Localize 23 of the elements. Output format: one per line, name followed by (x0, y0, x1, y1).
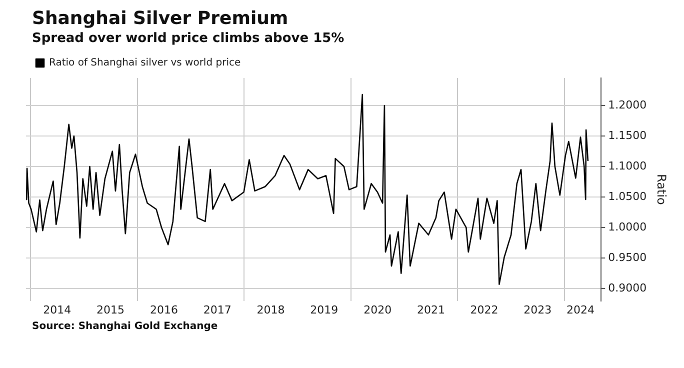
x-tick-label: 2024 (566, 303, 594, 316)
y-tick-label: 1.0000 (608, 220, 647, 234)
x-tick-label: 2019 (310, 303, 338, 316)
x-tick-label: 2022 (470, 303, 498, 316)
x-tick-label: 2018 (256, 303, 285, 316)
x-tick-label: 2020 (364, 303, 392, 316)
y-tick-label: 1.0500 (608, 190, 647, 203)
source-note: Source: Shanghai Gold Exchange (31, 320, 219, 334)
y-tick-label: 1.1000 (608, 159, 647, 172)
x-tick-label: 2016 (150, 303, 178, 316)
y-tick-label: 1.2000 (608, 98, 647, 112)
y-tick-label: 1.1500 (608, 128, 647, 142)
x-tick-label: 2015 (96, 303, 124, 316)
y-tick-label: 0.9500 (608, 250, 647, 264)
chart-title: Shanghai Silver Premium (31, 8, 290, 30)
x-tick-label: 2017 (203, 303, 232, 316)
y-tick-label: 0.9000 (608, 281, 647, 294)
chart-subtitle: Spread over world price climbs above 15% (31, 30, 346, 48)
y-axis-title: Ratio (654, 174, 669, 205)
x-tick-label: 2021 (416, 303, 445, 316)
x-tick-label: 2014 (43, 303, 72, 316)
x-tick-label: 2023 (524, 303, 552, 316)
legend-label: Ratio of Shanghai silver vs world price (49, 58, 241, 69)
